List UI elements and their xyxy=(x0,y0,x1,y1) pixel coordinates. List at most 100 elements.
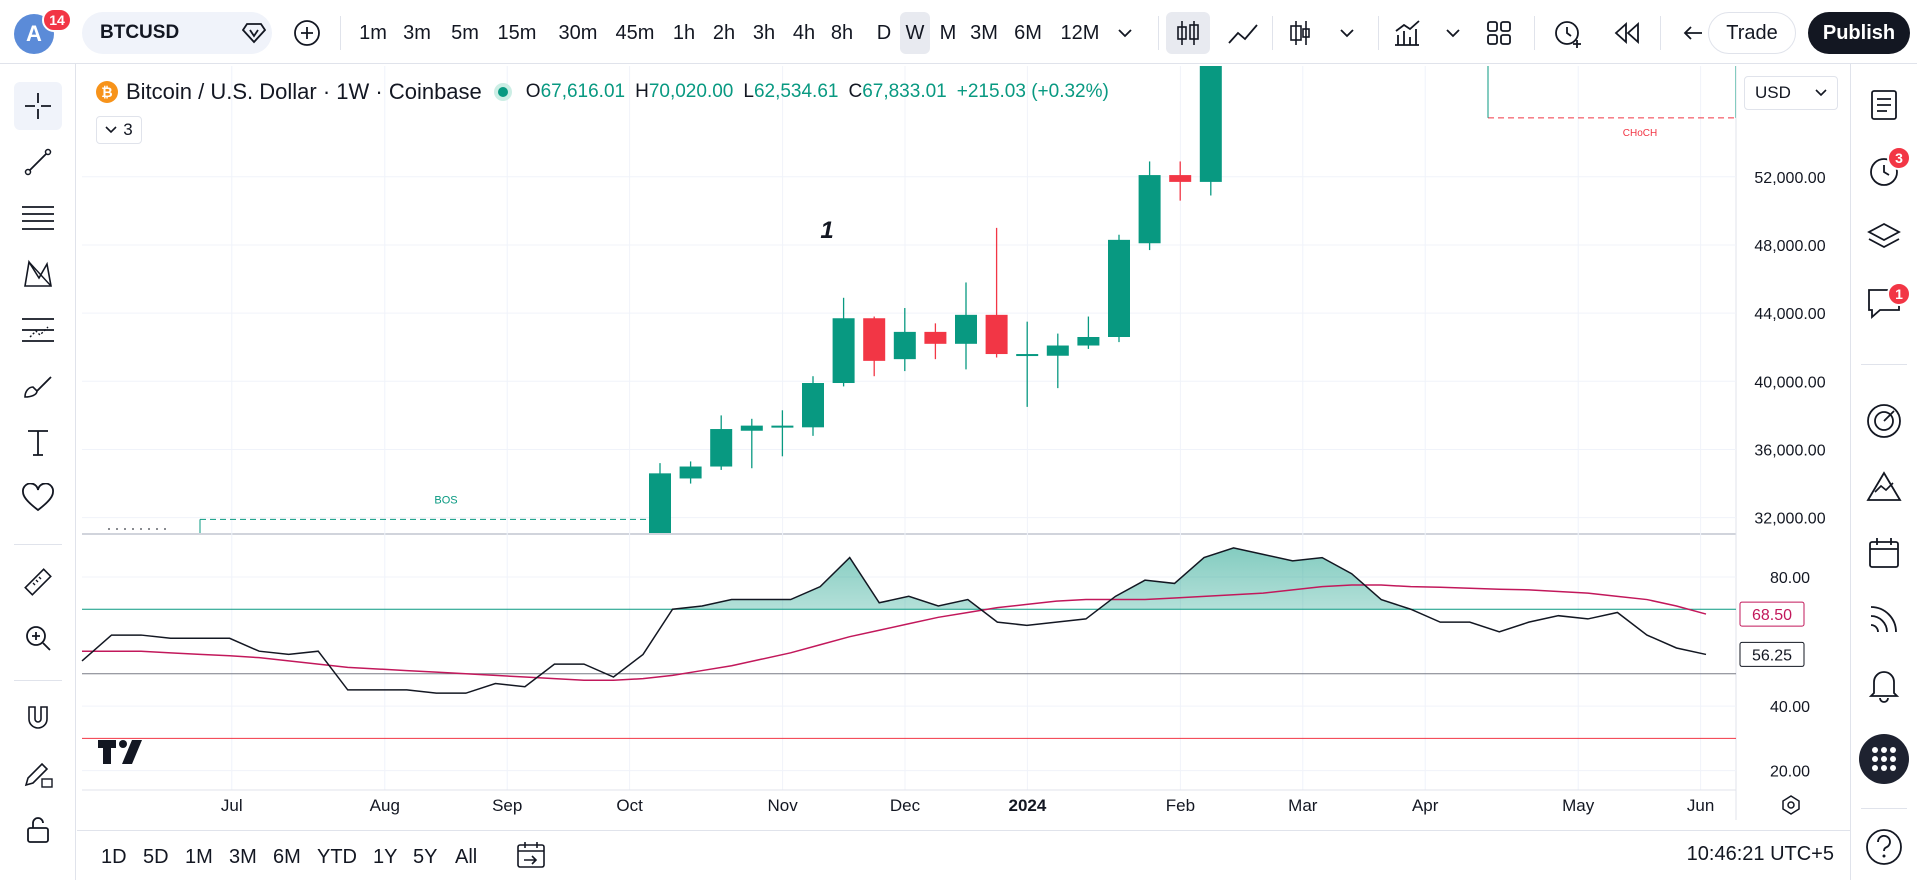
range-3M[interactable]: 3M xyxy=(229,845,257,868)
fib-retracement-icon[interactable] xyxy=(14,194,62,242)
compare-symbol-plus-icon[interactable] xyxy=(292,18,322,48)
time-tick-label: Feb xyxy=(1166,796,1195,815)
rsi-value-tag xyxy=(1739,641,1805,667)
indicators-icon[interactable] xyxy=(1388,14,1426,52)
timeframe-4h[interactable]: 4h xyxy=(792,21,816,44)
publish-button[interactable]: Publish xyxy=(1808,12,1910,54)
chart-legend[interactable]: ₿ Bitcoin / U.S. Dollar · 1W · Coinbase … xyxy=(96,76,1119,108)
indicators-collapse-button[interactable]: 3 xyxy=(96,116,142,144)
currency-select[interactable]: USD xyxy=(1744,76,1838,110)
undo-arrow-left-icon[interactable] xyxy=(1674,14,1712,52)
range-1D[interactable]: 1D xyxy=(101,845,127,868)
timeframe-3m[interactable]: 3m xyxy=(403,21,431,44)
price-tick-label: 52,000.00 xyxy=(1754,170,1825,187)
timeframe-3h[interactable]: 3h xyxy=(752,21,776,44)
range-1Y[interactable]: 1Y xyxy=(373,845,398,868)
replay-rewind-icon[interactable] xyxy=(1608,14,1646,52)
notifications-bell-icon[interactable] xyxy=(1859,660,1909,710)
zoom-in-icon[interactable] xyxy=(14,614,62,662)
forecasting-icon[interactable] xyxy=(14,306,62,354)
alerts-clock-icon[interactable] xyxy=(1859,146,1909,196)
broadcast-rss-icon[interactable] xyxy=(1859,594,1909,644)
candle-body xyxy=(924,331,947,344)
chart-type-chevron-down-icon[interactable] xyxy=(1328,14,1366,52)
timeframe-30m[interactable]: 30m xyxy=(558,21,598,44)
range-All[interactable]: All xyxy=(455,845,478,868)
timeframe-1m[interactable]: 1m xyxy=(359,21,387,44)
indicators-chevron-down-icon[interactable] xyxy=(1434,14,1472,52)
price-tick-label: 32,000.00 xyxy=(1754,511,1825,528)
ruler-measure-icon[interactable] xyxy=(14,558,62,606)
lock-drawings-pencil-icon[interactable] xyxy=(14,750,62,798)
help-question-icon[interactable] xyxy=(1859,822,1909,872)
products-grid-icon[interactable] xyxy=(1859,734,1909,784)
clock-timezone[interactable]: 10:46:21 UTC+5 xyxy=(1686,843,1834,865)
bitcoin-coin-icon: ₿ xyxy=(96,81,118,103)
calendar-icon[interactable] xyxy=(1859,528,1909,578)
crosshair-icon[interactable] xyxy=(14,82,62,130)
alert-clock-icon[interactable] xyxy=(1550,14,1588,52)
legend-close: C67,833.01 xyxy=(848,81,947,102)
chart-grid xyxy=(82,66,1737,820)
rsi-pane xyxy=(81,547,1736,764)
currency-label: USD xyxy=(1755,83,1791,102)
legend-change: +215.03 (+0.32%) xyxy=(956,81,1109,102)
timeframe-15m[interactable]: 15m xyxy=(497,21,537,44)
rsi-ma-value-label: 68.50 xyxy=(1752,607,1792,624)
timeframe-2h[interactable]: 2h xyxy=(712,21,736,44)
layout-grid-icon[interactable] xyxy=(1480,14,1518,52)
candles-chart-type-icon[interactable] xyxy=(1166,12,1210,54)
time-tick-label: Dec xyxy=(890,796,921,815)
time-tick-label: May xyxy=(1562,796,1595,815)
timeframe-1h[interactable]: 1h xyxy=(672,21,696,44)
tradingview-logo-icon xyxy=(98,740,142,764)
timeframe-W[interactable]: W xyxy=(900,12,930,54)
line-chart-type-icon[interactable] xyxy=(1224,14,1262,52)
pattern-xabcd-icon[interactable] xyxy=(14,250,62,298)
heart-icon[interactable] xyxy=(14,474,62,522)
time-tick-label: Sep xyxy=(492,796,522,815)
chevron-down-icon xyxy=(1815,89,1827,97)
range-1M[interactable]: 1M xyxy=(185,845,213,868)
candle xyxy=(679,461,702,484)
legend-low: L62,534.61 xyxy=(743,81,839,102)
time-tick-label: Jul xyxy=(221,796,243,815)
goto-date-calendar-icon[interactable] xyxy=(515,841,547,869)
chats-badge: 1 xyxy=(1887,282,1911,306)
timeframe-D[interactable]: D xyxy=(876,21,892,44)
magnet-icon[interactable] xyxy=(14,694,62,742)
bars-chart-type-icon[interactable] xyxy=(1282,14,1320,52)
candle-body xyxy=(1016,354,1039,357)
timeframe-5m[interactable]: 5m xyxy=(451,21,479,44)
candle-body xyxy=(1108,239,1130,337)
timeframe-6M[interactable]: 6M xyxy=(1014,21,1042,44)
trade-button[interactable]: Trade xyxy=(1708,12,1796,54)
timeframe-45m[interactable]: 45m xyxy=(615,21,655,44)
text-tool-icon[interactable] xyxy=(14,418,62,466)
range-5Y[interactable]: 5Y xyxy=(413,845,438,868)
timeframe-chevron-down-icon[interactable] xyxy=(1106,14,1144,52)
right-sidebar: 3 1 xyxy=(1850,64,1917,880)
range-YTD[interactable]: YTD xyxy=(317,845,357,868)
diamond-icon[interactable] xyxy=(240,20,268,46)
trend-line-icon[interactable] xyxy=(14,138,62,186)
timeframe-M[interactable]: M xyxy=(939,21,957,44)
price-tick-label: 40,000.00 xyxy=(1754,374,1825,391)
range-6M[interactable]: 6M xyxy=(273,845,301,868)
target-icon[interactable] xyxy=(1859,396,1909,446)
brush-icon[interactable] xyxy=(14,362,62,410)
candle xyxy=(924,323,947,360)
ideas-triangle-icon[interactable] xyxy=(1859,462,1909,512)
candle xyxy=(1108,234,1130,343)
range-5D[interactable]: 5D xyxy=(143,845,169,868)
watchlist-icon[interactable] xyxy=(1859,80,1909,130)
timeframe-3M[interactable]: 3M xyxy=(970,21,998,44)
timeframe-12M[interactable]: 12M xyxy=(1060,21,1100,44)
symbol-search-button[interactable]: BTCUSD xyxy=(82,12,272,54)
timeframe-8h[interactable]: 8h xyxy=(830,21,854,44)
time-tick-label: Mar xyxy=(1288,796,1318,815)
unlock-icon[interactable] xyxy=(14,806,62,854)
layers-icon[interactable] xyxy=(1859,212,1909,262)
rsi-overbought-fill xyxy=(82,547,1706,610)
